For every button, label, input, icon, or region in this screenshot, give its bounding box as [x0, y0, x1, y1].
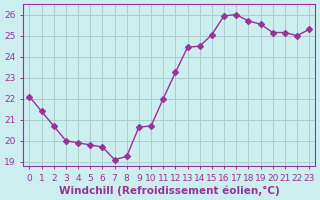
- X-axis label: Windchill (Refroidissement éolien,°C): Windchill (Refroidissement éolien,°C): [59, 185, 280, 196]
